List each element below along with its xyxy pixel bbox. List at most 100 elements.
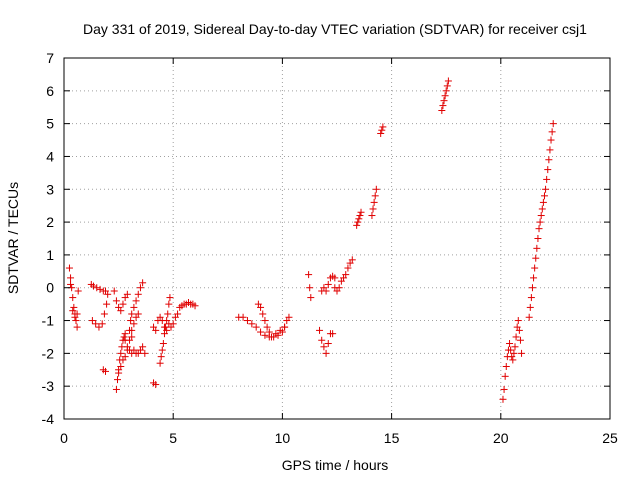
data-point [534,235,542,242]
data-point [139,343,147,351]
data-point [164,310,172,318]
data-point [169,320,177,328]
data-point [69,307,77,315]
data-point [543,175,551,183]
y-tick-labels: -4 -3 -2 -1 0 1 2 3 4 5 6 7 [42,50,55,427]
data-point [506,340,514,348]
data-point [285,313,293,321]
data-point [502,362,510,370]
data-point [316,326,324,334]
data-point [545,156,553,164]
data-point [89,282,97,290]
data-point [318,336,326,344]
data-point [166,294,174,302]
data-point [174,310,182,318]
y-tick-label: -4 [42,411,55,427]
data-point [525,313,533,321]
data-point [546,146,554,154]
data-point [527,294,535,302]
data-point [112,297,120,305]
data-point [259,310,267,318]
data-point [157,353,165,361]
data-point [272,330,280,338]
data-point [444,77,452,85]
data-point [72,317,80,325]
data-point [549,120,557,128]
data-point [368,212,376,220]
data-point [117,362,125,370]
data-point [67,280,75,288]
y-tick-label: 2 [46,214,54,230]
y-tick-label: -1 [42,313,55,329]
data-point [515,326,523,334]
data-point [538,205,546,213]
data-point [535,225,543,233]
data-point [357,208,365,216]
data-point [121,353,129,361]
data-point [369,205,377,213]
data-point [548,128,556,136]
data-point [261,331,269,339]
data-point [156,359,164,367]
data-point [65,264,73,272]
x-tick-label: 15 [384,430,400,446]
x-tick-label: 0 [60,430,68,446]
y-tick-label: -2 [42,345,55,361]
data-point [306,284,314,292]
data-point [533,244,541,252]
data-point [243,317,251,325]
data-point [119,300,127,308]
y-tick-label: 6 [46,83,54,99]
data-point [134,290,142,298]
data-point [331,274,339,282]
data-point [73,310,81,318]
data-point [191,302,199,310]
data-point [377,129,385,137]
y-tick-label: 3 [46,181,54,197]
data-point [141,349,149,357]
y-tick-label: 7 [46,50,54,66]
data-point [544,166,552,174]
data-point [92,320,100,328]
data-point [257,303,265,311]
data-point [114,376,122,384]
data-point [120,333,128,341]
data-point [281,323,289,331]
data-point [443,82,451,90]
x-tick-label: 10 [275,430,291,446]
data-point [93,284,101,292]
data-point [121,330,129,338]
data-point [163,326,171,334]
data-point [101,367,109,375]
data-point [501,372,509,380]
data-point [159,340,167,348]
data-point [74,287,82,295]
data-point [514,317,522,325]
data-point [344,264,352,272]
x-tick-label: 5 [169,430,177,446]
x-tick-labels: 0 5 10 15 20 25 [60,430,618,446]
data-point [136,284,144,292]
data-point [510,349,518,357]
data-point [305,271,313,279]
data-point [322,287,330,295]
data-point [127,317,135,325]
data-point [103,300,111,308]
data-point [329,330,337,338]
data-point [537,212,545,220]
y-tick-label: 0 [46,280,54,296]
data-point [165,300,173,308]
data-point [512,333,520,341]
data-point [307,294,315,302]
data-point [112,385,120,393]
data-point [128,326,136,334]
data-point [371,192,379,200]
data-point [528,284,536,292]
data-point [98,320,106,328]
data-point [110,287,118,295]
data-point [73,323,81,331]
data-point [88,317,96,325]
data-point [320,343,328,351]
data-point [324,280,332,288]
